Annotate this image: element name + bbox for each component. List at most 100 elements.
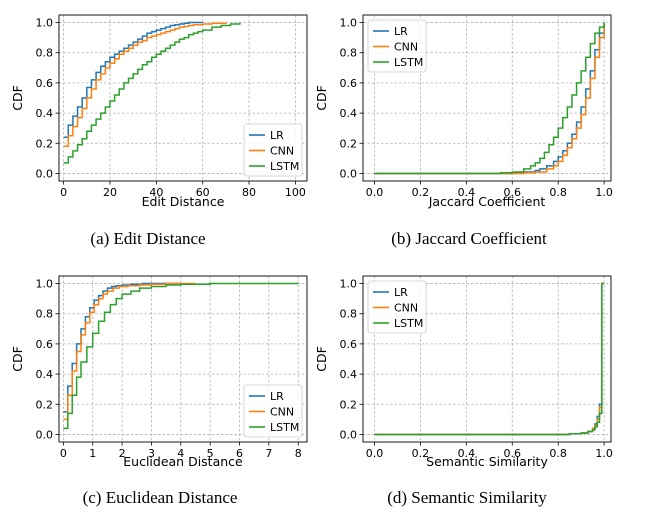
series-line-lstm — [374, 282, 605, 436]
legend: LR CNN LSTM — [367, 19, 427, 73]
y-axis-label: CDF — [314, 346, 329, 372]
x-tick-label: 1 — [89, 447, 96, 460]
subfigure-caption: (b) Jaccard Coefficient — [391, 229, 547, 248]
series-line-cnn — [374, 22, 605, 175]
y-tick-label: 0.8 — [36, 47, 54, 60]
x-tick-label: 0.6 — [504, 186, 522, 199]
x-tick-label: 0.2 — [412, 186, 430, 199]
legend-label-cnn: CNN — [270, 145, 294, 158]
x-tick-label: 2 — [119, 447, 126, 460]
y-tick-label: 0.6 — [36, 338, 54, 351]
y-tick-label: 0.8 — [36, 308, 54, 321]
legend-box — [243, 384, 303, 438]
x-tick-label: 0.8 — [549, 447, 567, 460]
y-tick-label: 0.2 — [340, 137, 358, 150]
subfigure-caption: (d) Semantic Similarity — [387, 488, 547, 507]
x-tick-label: 40 — [149, 186, 163, 199]
legend-box — [367, 280, 427, 334]
y-tick-label: 0.4 — [340, 107, 358, 120]
y-tick-label: 0.2 — [36, 398, 54, 411]
y-tick-label: 0.6 — [340, 77, 358, 90]
y-tick-label: 0.0 — [340, 428, 358, 441]
y-tick-label: 0.6 — [340, 338, 358, 351]
x-axis-label: Semantic Similarity — [426, 454, 548, 469]
series-line-cnn — [63, 282, 196, 421]
x-tick-label: 8 — [295, 447, 302, 460]
legend-label-cnn: CNN — [270, 406, 294, 419]
y-tick-label: 0.4 — [340, 368, 358, 381]
chart-panel-4: 0.0 0.2 0.4 0.6 0.8 1.0 0.0 0.2 0.4 0.6 0.8 1.0 Sema… — [314, 275, 613, 507]
y-tick-label: 0.0 — [36, 428, 54, 441]
x-tick-label: 4 — [177, 447, 184, 460]
x-tick-label: 100 — [285, 186, 306, 199]
x-axis-label: Edit Distance — [142, 194, 225, 209]
legend: LR CNN LSTM — [367, 280, 427, 334]
plot-frame — [362, 275, 612, 443]
legend-label-lr: LR — [270, 390, 284, 403]
x-axis-label: Jaccard Coefficient — [428, 194, 546, 209]
legend: LR CNN LSTM — [243, 123, 303, 177]
x-tick-label: 1.0 — [595, 447, 613, 460]
x-tick-label: 3 — [148, 447, 155, 460]
y-axis-label: CDF — [314, 85, 329, 111]
legend-box — [243, 123, 303, 177]
x-tick-label: 80 — [242, 186, 256, 199]
y-tick-label: 0.0 — [36, 167, 54, 180]
x-tick-label: 0.4 — [458, 186, 476, 199]
y-tick-label: 1.0 — [36, 17, 54, 30]
y-tick-label: 0.8 — [340, 47, 358, 60]
y-tick-label: 0.2 — [340, 398, 358, 411]
series-line-cnn — [63, 22, 227, 148]
y-tick-label: 0.4 — [36, 368, 54, 381]
legend-label-cnn: CNN — [394, 41, 418, 54]
y-tick-label: 1.0 — [340, 17, 358, 30]
plot-frame — [362, 14, 612, 182]
subfigure-caption: (a) Edit Distance — [90, 229, 205, 248]
plot-frame — [58, 275, 308, 443]
legend-label-lr: LR — [270, 129, 284, 142]
x-tick-label: 60 — [196, 186, 210, 199]
x-tick-label: 0.2 — [412, 447, 430, 460]
y-axis-label: CDF — [10, 346, 25, 372]
x-tick-label: 20 — [103, 186, 117, 199]
series-line-lstm — [374, 22, 605, 175]
y-tick-label: 0.6 — [36, 77, 54, 90]
x-tick-label: 7 — [265, 447, 272, 460]
x-tick-label: 0 — [60, 186, 67, 199]
x-tick-label: 0.4 — [458, 447, 476, 460]
y-axis-label: CDF — [10, 85, 25, 111]
series-line-lstm — [63, 22, 241, 164]
legend-box — [367, 19, 427, 73]
legend-label-cnn: CNN — [394, 302, 418, 315]
x-tick-label: 0 — [60, 447, 67, 460]
x-tick-label: 6 — [236, 447, 243, 460]
x-tick-label: 0.0 — [366, 186, 384, 199]
chart-panel-1: 0 20 40 60 80 100 0.0 0.2 0.4 0.6 0.8 1.0 Edit Dista… — [10, 14, 308, 248]
y-tick-label: 1.0 — [340, 278, 358, 291]
x-tick-label: 5 — [207, 447, 214, 460]
chart-panel-2: 0.0 0.2 0.4 0.6 0.8 1.0 0.0 0.2 0.4 0.6 0.8 1.0 Jacc… — [314, 14, 613, 248]
legend-label-lr: LR — [394, 25, 408, 38]
legend-label-lstm: LSTM — [394, 317, 423, 330]
series-line-lr — [63, 21, 203, 138]
y-tick-label: 0.4 — [36, 107, 54, 120]
x-tick-label: 0.8 — [549, 186, 567, 199]
legend-label-lr: LR — [394, 286, 408, 299]
x-axis-label: Euclidean Distance — [123, 454, 243, 469]
legend-label-lstm: LSTM — [394, 56, 423, 69]
x-tick-label: 0.6 — [504, 447, 522, 460]
y-tick-label: 0.8 — [340, 308, 358, 321]
y-tick-label: 0.0 — [340, 167, 358, 180]
y-tick-label: 0.2 — [36, 137, 54, 150]
legend: LR CNN LSTM — [243, 384, 303, 438]
x-tick-label: 0.0 — [366, 447, 384, 460]
series-line-lstm — [63, 282, 299, 430]
y-tick-label: 1.0 — [36, 278, 54, 291]
legend-label-lstm: LSTM — [270, 160, 299, 173]
plot-frame — [58, 14, 308, 182]
x-tick-label: 1.0 — [595, 186, 613, 199]
subfigure-caption: (c) Euclidean Distance — [83, 488, 238, 507]
legend-label-lstm: LSTM — [270, 421, 299, 434]
chart-panel-3: 0 1 2 3 4 5 6 7 8 0.0 0.2 0.4 0.6 0.8 1.0 Euclidean Dis… — [10, 275, 308, 507]
